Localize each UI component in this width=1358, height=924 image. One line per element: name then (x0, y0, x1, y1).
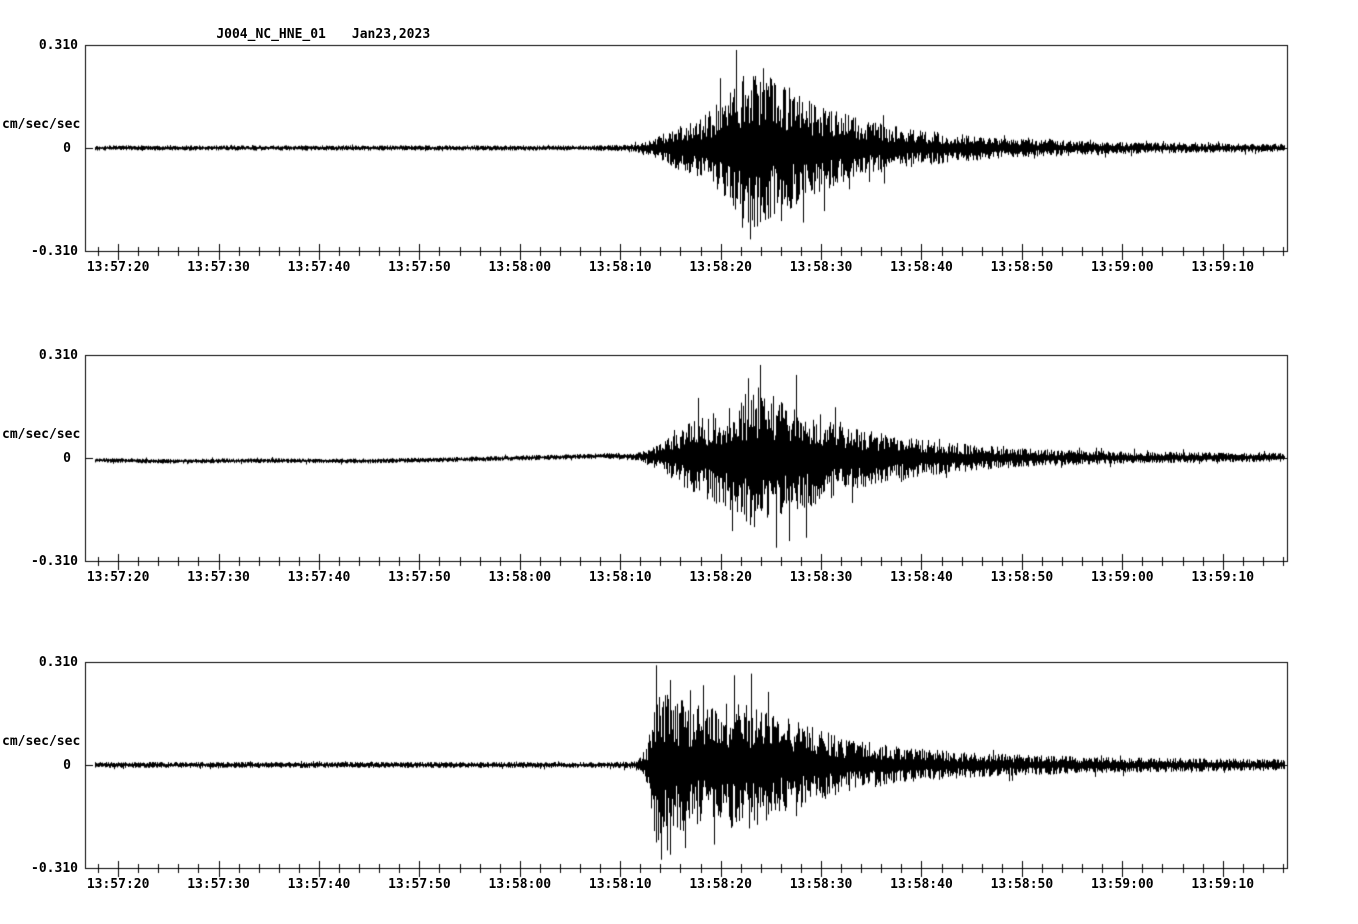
x-tick-label: 13:58:20 (689, 877, 752, 892)
y-axis-min-label: -0.310 (31, 244, 78, 259)
x-tick-label: 13:58:00 (488, 570, 552, 585)
x-axis-labels: 13:57:20 13:57:30 13:57:40 13:57:50 13:58:00… (81, 570, 1291, 586)
y-axis-min-label: -0.310 (31, 861, 78, 876)
x-tick-label: 13:57:30 (187, 877, 250, 892)
x-tick-label: 13:58:40 (890, 260, 953, 275)
y-axis-zero-label: 0 (63, 758, 71, 773)
x-tick-label: 13:57:50 (388, 877, 451, 892)
x-tick-label: 13:59:10 (1191, 877, 1255, 892)
x-tick-label: 13:58:00 (488, 877, 552, 892)
y-axis-max-label: 0.310 (38, 655, 78, 670)
waveform-canvas-hnn (81, 353, 1291, 575)
station-id: J004_NC_HNE_01 (216, 27, 326, 42)
x-tick-label: 13:58:20 (689, 260, 752, 275)
x-tick-label: 13:57:40 (287, 570, 351, 585)
x-tick-label: 13:59:10 (1191, 570, 1255, 585)
x-tick-label: 13:58:30 (789, 877, 853, 892)
x-tick-label: 13:58:40 (890, 877, 953, 892)
x-tick-label: 13:58:40 (890, 570, 953, 585)
y-axis-max-label: 0.310 (38, 38, 78, 53)
x-tick-label: 13:57:30 (187, 260, 250, 275)
x-tick-label: 13:58:50 (990, 260, 1054, 275)
y-axis-zero-label: 0 (63, 141, 71, 156)
x-tick-label: 13:58:50 (990, 570, 1054, 585)
y-axis-unit-label: cm/sec/sec (2, 734, 81, 749)
x-tick-label: 13:57:50 (388, 260, 451, 275)
y-axis-unit-label: cm/sec/sec (2, 117, 81, 132)
x-tick-label: 13:58:30 (789, 570, 853, 585)
trace-title: J004_NC_HNE_01 Jan23,2023 (185, 12, 430, 57)
x-tick-label: 13:57:40 (287, 877, 351, 892)
x-tick-label: 13:57:40 (287, 260, 351, 275)
x-tick-label: 13:57:30 (187, 570, 250, 585)
x-tick-label: 13:57:20 (86, 260, 150, 275)
x-tick-label: 13:58:30 (789, 260, 853, 275)
x-tick-label: 13:58:10 (588, 260, 652, 275)
waveform-canvas-hne (81, 43, 1291, 265)
waveform-canvas-hnz (81, 660, 1291, 882)
y-axis-zero-label: 0 (63, 451, 71, 466)
x-tick-label: 13:58:50 (990, 877, 1054, 892)
y-axis-min-label: -0.310 (31, 554, 78, 569)
x-tick-label: 13:58:20 (689, 570, 752, 585)
seismogram-panel-hne: J004_NC_HNE_01 Jan23,2023 0.310 cm/sec/se… (0, 0, 1358, 300)
x-tick-label: 13:59:00 (1091, 260, 1154, 275)
x-tick-label: 13:58:10 (588, 877, 652, 892)
x-tick-label: 13:58:10 (588, 570, 652, 585)
x-tick-label: 13:59:10 (1191, 260, 1255, 275)
trace-date: Jan23,2023 (351, 27, 431, 42)
x-tick-label: 13:57:20 (86, 877, 150, 892)
y-axis-max-label: 0.310 (38, 348, 78, 363)
x-tick-label: 13:59:00 (1091, 877, 1154, 892)
x-tick-label: 13:59:00 (1091, 570, 1154, 585)
x-tick-label: 13:57:50 (388, 570, 451, 585)
x-axis-labels: 13:57:20 13:57:30 13:57:40 13:57:50 13:58:00… (81, 877, 1291, 893)
x-axis-labels: 13:57:20 13:57:30 13:57:40 13:57:50 13:58:00… (81, 260, 1291, 276)
y-axis-unit-label: cm/sec/sec (2, 427, 81, 442)
x-tick-label: 13:57:20 (86, 570, 150, 585)
x-tick-label: 13:58:00 (488, 260, 552, 275)
